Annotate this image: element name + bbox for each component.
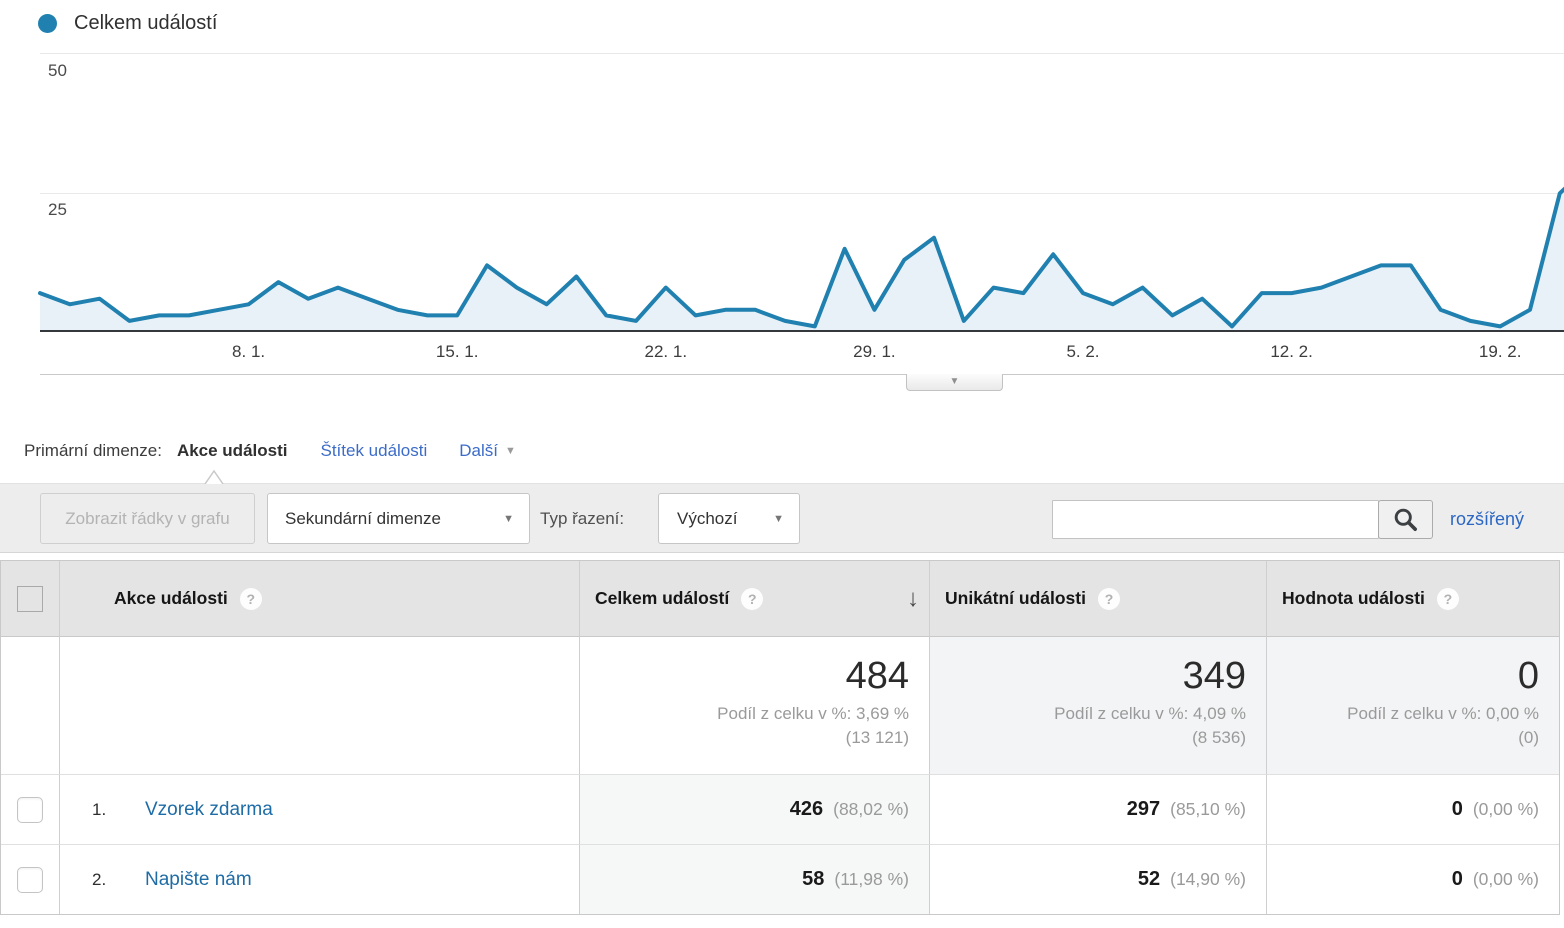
row-dimension-cell: 1. Vzorek zdarma <box>59 774 579 844</box>
summary-unique-value: 349 <box>1182 655 1246 697</box>
x-axis-tick-label: 8. 1. <box>232 342 266 361</box>
gridline-50 <box>40 53 1564 54</box>
x-axis-line <box>40 330 1564 332</box>
event-action-link[interactable]: Napište nám <box>145 868 252 890</box>
primary-dimension-row: Primární dimenze: Akce události Štítek u… <box>24 438 516 464</box>
row-dimension-cell: 2. Napište nám <box>59 844 579 914</box>
summary-unique-share: Podíl z celku v %: 4,09 % <box>1054 703 1246 723</box>
timeline-scrollbar-track <box>40 374 1564 375</box>
summary-value-share: Podíl z celku v %: 0,00 % <box>1347 703 1539 723</box>
row-total-events: 58 (11,98 %) <box>579 844 929 914</box>
column-header-event-value[interactable]: Hodnota události ? <box>1266 561 1559 636</box>
help-icon[interactable]: ? <box>1436 587 1459 610</box>
sort-type-label: Typ řazení: <box>540 509 625 528</box>
timeline-scrollbar-handle[interactable]: ▼ <box>906 374 1003 391</box>
summary-total-of-total: (13 121) <box>845 727 909 747</box>
event-action-link[interactable]: Vzorek zdarma <box>145 798 273 820</box>
x-axis-tick-label: 15. 1. <box>435 342 479 361</box>
show-rows-in-chart-button[interactable]: Zobrazit řádky v grafu <box>40 493 255 544</box>
row-total-events: 426 (88,02 %) <box>579 774 929 844</box>
table-toolbar: Zobrazit řádky v grafu Sekundární dimenz… <box>0 483 1564 553</box>
summary-unique-events: 349 Podíl z celku v %: 4,09 % (8 536) <box>929 636 1266 774</box>
x-axis-tick-label: 12. 2. <box>1270 342 1313 361</box>
header-checkbox-cell <box>1 561 59 636</box>
primary-dimension-label: Primární dimenze: <box>24 441 162 460</box>
row-unique-events: 52 (14,90 %) <box>929 844 1266 914</box>
chart-legend: Celkem událostí <box>38 12 217 35</box>
row-checkbox[interactable] <box>17 796 43 823</box>
x-axis-tick-label: 19. 2. <box>1478 342 1522 361</box>
table-search-input[interactable] <box>1052 500 1379 539</box>
x-axis-tick-label: 29. 1. <box>853 342 896 361</box>
row-event-value: 0 (0,00 %) <box>1266 774 1559 844</box>
dimension-tab-more[interactable]: Další <box>459 441 498 460</box>
help-icon[interactable]: ? <box>1097 587 1120 610</box>
x-axis-tick-label: 22. 1. <box>644 342 688 361</box>
chevron-down-icon: ▼ <box>949 376 960 387</box>
dimension-tab-event-action[interactable]: Akce události <box>176 441 288 460</box>
advanced-search-link[interactable]: rozšířený <box>1450 508 1525 529</box>
secondary-dimension-dropdown[interactable]: Sekundární dimenze ▼ <box>267 493 530 544</box>
summary-value-value: 0 <box>1517 655 1539 697</box>
row-unique-events: 297 (85,10 %) <box>929 774 1266 844</box>
row-event-value: 0 (0,00 %) <box>1266 844 1559 914</box>
table-row <box>1 844 59 914</box>
x-axis-tick-label: 5. 2. <box>1066 342 1100 361</box>
y-axis-label-50: 50 <box>48 61 67 80</box>
table-row <box>1 774 59 844</box>
dimension-tab-event-label[interactable]: Štítek události <box>320 441 428 460</box>
chevron-down-icon: ▼ <box>773 512 784 525</box>
chart-line <box>38 186 1564 329</box>
help-icon[interactable]: ? <box>741 587 764 610</box>
chevron-down-icon: ▼ <box>503 512 514 525</box>
row-index: 1. <box>92 799 107 819</box>
select-all-checkbox[interactable] <box>17 585 43 612</box>
summary-checkbox-cell <box>1 636 59 774</box>
help-icon[interactable]: ? <box>239 587 262 610</box>
events-chart[interactable] <box>0 0 1564 336</box>
chart-area-fill <box>40 189 1564 332</box>
search-button[interactable] <box>1378 500 1433 539</box>
row-index: 2. <box>92 869 107 889</box>
active-tab-notch <box>204 470 224 484</box>
y-axis-label-25: 25 <box>48 200 67 219</box>
summary-dimension-cell <box>59 636 579 774</box>
sort-type-dropdown[interactable]: Výchozí ▼ <box>658 493 800 544</box>
summary-unique-of-total: (8 536) <box>1192 727 1246 747</box>
summary-total-share: Podíl z celku v %: 3,69 % <box>717 703 909 723</box>
summary-event-value: 0 Podíl z celku v %: 0,00 % (0) <box>1266 636 1559 774</box>
gridline-25 <box>40 193 1564 194</box>
summary-total-events: 484 Podíl z celku v %: 3,69 % (13 121) <box>579 636 929 774</box>
chevron-down-icon: ▼ <box>505 445 516 457</box>
row-checkbox[interactable] <box>17 866 43 893</box>
column-header-event-action[interactable]: Akce události ? <box>59 561 579 636</box>
search-icon <box>1394 508 1417 531</box>
sort-descending-icon: ↓ <box>907 584 919 612</box>
events-table: Akce události ? Celkem událostí ? ↓ Unik… <box>0 560 1560 915</box>
summary-value-of-total: (0) <box>1518 727 1539 747</box>
legend-series-dot-icon <box>38 14 57 33</box>
column-header-total-events[interactable]: Celkem událostí ? ↓ <box>579 561 929 636</box>
summary-total-value: 484 <box>845 655 909 697</box>
legend-series-label: Celkem událostí <box>74 12 218 34</box>
column-header-unique-events[interactable]: Unikátní události ? <box>929 561 1266 636</box>
